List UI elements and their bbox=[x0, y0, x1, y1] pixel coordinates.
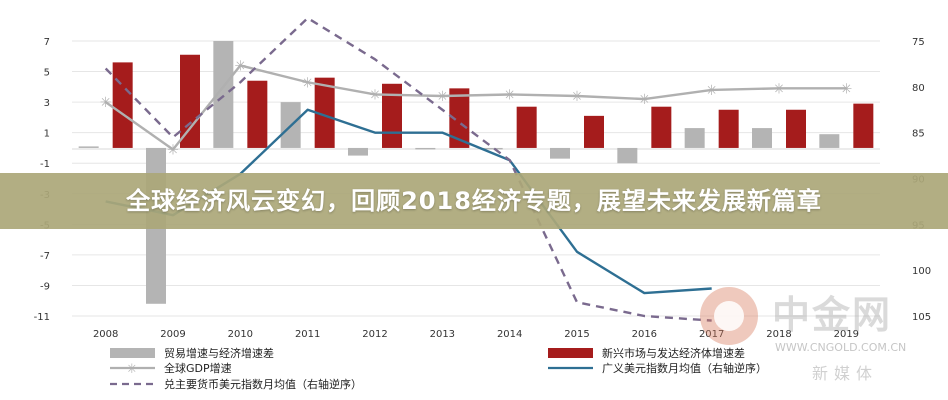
y-right-tick-label: 100 bbox=[912, 266, 931, 277]
legend-label: 全球GDP增速 bbox=[164, 361, 232, 375]
trade-gap-bar bbox=[819, 134, 840, 148]
x-tick-label: 2017 bbox=[699, 329, 724, 340]
x-tick-label: 2012 bbox=[362, 329, 387, 340]
gdp-point-star: ✳ bbox=[840, 81, 852, 97]
emerging-gap-bar bbox=[112, 62, 133, 148]
legend-label: 兑主要货币美元指数月均值（右轴逆序） bbox=[164, 377, 362, 391]
y-right-tick-label: 80 bbox=[912, 83, 925, 94]
bars bbox=[78, 41, 874, 304]
y-left-tick-label: 1 bbox=[44, 129, 50, 140]
emerging-gap-bar bbox=[516, 106, 537, 148]
ticks: 7531-1-3-5-7-9-1175808590951001052008200… bbox=[34, 37, 931, 340]
gdp-point-star: ✳ bbox=[302, 75, 314, 91]
gdp-point-star: ✳ bbox=[571, 89, 583, 105]
x-tick-label: 2016 bbox=[632, 329, 657, 340]
trade-gap-bar bbox=[348, 147, 368, 156]
y-left-tick-label: -7 bbox=[40, 251, 50, 262]
banner-title: 全球经济风云变幻，回顾2018经济专题，展望未来发展新篇章 bbox=[126, 187, 822, 215]
legend-swatch bbox=[110, 348, 155, 358]
emerging-gap-bar bbox=[651, 106, 672, 148]
watermark-url: WWW.CNGOLD.COM.CN bbox=[775, 341, 907, 354]
emerging-gap-bar bbox=[584, 115, 604, 148]
x-tick-label: 2015 bbox=[564, 329, 589, 340]
legend: 贸易增速与经济增速差 新兴市场与发达经济体增速差 ✳ 全球GDP增速 广义美元指数月均值… bbox=[110, 346, 767, 391]
trade-gap-bar bbox=[752, 128, 772, 148]
emerging-gap-bar bbox=[180, 54, 200, 148]
x-tick-label: 2008 bbox=[93, 329, 118, 340]
trade-gap-bar bbox=[213, 41, 234, 148]
watermark-logo-inner bbox=[714, 301, 744, 331]
usd-major-line bbox=[104, 16, 712, 322]
lines: ✳ ✳ ✳ ✳ ✳ ✳ ✳ ✳ ✳ ✳ ✳ ✳ bbox=[100, 16, 852, 322]
y-right-tick-label: 85 bbox=[912, 129, 925, 140]
x-tick-label: 2011 bbox=[295, 329, 320, 340]
y-right-tick-label: 75 bbox=[912, 37, 925, 48]
trade-gap-bar bbox=[617, 147, 638, 164]
x-tick-label: 2019 bbox=[834, 329, 859, 340]
x-tick-label: 2013 bbox=[430, 329, 455, 340]
legend-swatch bbox=[548, 348, 593, 358]
emerging-gap-bar bbox=[247, 80, 268, 148]
x-tick-label: 2014 bbox=[497, 329, 522, 340]
y-left-tick-label: -9 bbox=[40, 281, 50, 292]
legend-swatch-star: ✳ bbox=[127, 362, 138, 377]
x-tick-label: 2009 bbox=[160, 329, 185, 340]
gdp-point-star: ✳ bbox=[638, 92, 650, 108]
trade-gap-bar bbox=[78, 146, 99, 148]
x-tick-label: 2018 bbox=[766, 329, 791, 340]
y-left-tick-label: -11 bbox=[34, 312, 50, 323]
gdp-point-star: ✳ bbox=[436, 89, 448, 105]
gdp-point-star: ✳ bbox=[706, 83, 718, 99]
gdp-point-star: ✳ bbox=[504, 87, 516, 103]
trade-gap-bar bbox=[482, 147, 503, 150]
gdp-line bbox=[104, 64, 847, 151]
trade-gap-bar bbox=[415, 147, 436, 150]
y-left-tick-label: 7 bbox=[44, 37, 50, 48]
x-tick-label: 2010 bbox=[228, 329, 253, 340]
y-right-tick-label: 105 bbox=[912, 312, 931, 323]
trade-gap-bar bbox=[684, 128, 705, 148]
emerging-gap-bar bbox=[718, 109, 739, 148]
legend-label: 贸易增速与经济增速差 bbox=[164, 346, 274, 360]
gdp-point-star: ✳ bbox=[234, 58, 246, 74]
emerging-gap-bar bbox=[314, 77, 335, 148]
emerging-gap-bar bbox=[382, 83, 402, 148]
watermark-subtitle: 新媒体 bbox=[812, 364, 879, 383]
gdp-point-star: ✳ bbox=[369, 87, 381, 103]
legend-label: 广义美元指数月均值（右轴逆序） bbox=[602, 361, 767, 375]
legend-label: 新兴市场与发达经济体增速差 bbox=[602, 346, 745, 360]
gdp-point-star: ✳ bbox=[167, 142, 179, 158]
gdp-point-star: ✳ bbox=[100, 95, 112, 111]
emerging-gap-bar bbox=[449, 88, 470, 148]
emerging-gap-bar bbox=[853, 103, 874, 148]
emerging-gap-bar bbox=[786, 109, 806, 148]
title-banner: 全球经济风云变幻，回顾2018经济专题，展望未来发展新篇章 bbox=[0, 173, 948, 229]
y-left-tick-label: -1 bbox=[40, 159, 50, 170]
y-left-tick-label: 5 bbox=[44, 68, 50, 79]
watermark-logo-icon bbox=[700, 287, 758, 345]
gdp-point-star: ✳ bbox=[773, 81, 785, 97]
trade-gap-bar bbox=[550, 147, 570, 159]
y-left-tick-label: 3 bbox=[44, 98, 50, 109]
watermark-name: 中金网 bbox=[772, 293, 893, 337]
